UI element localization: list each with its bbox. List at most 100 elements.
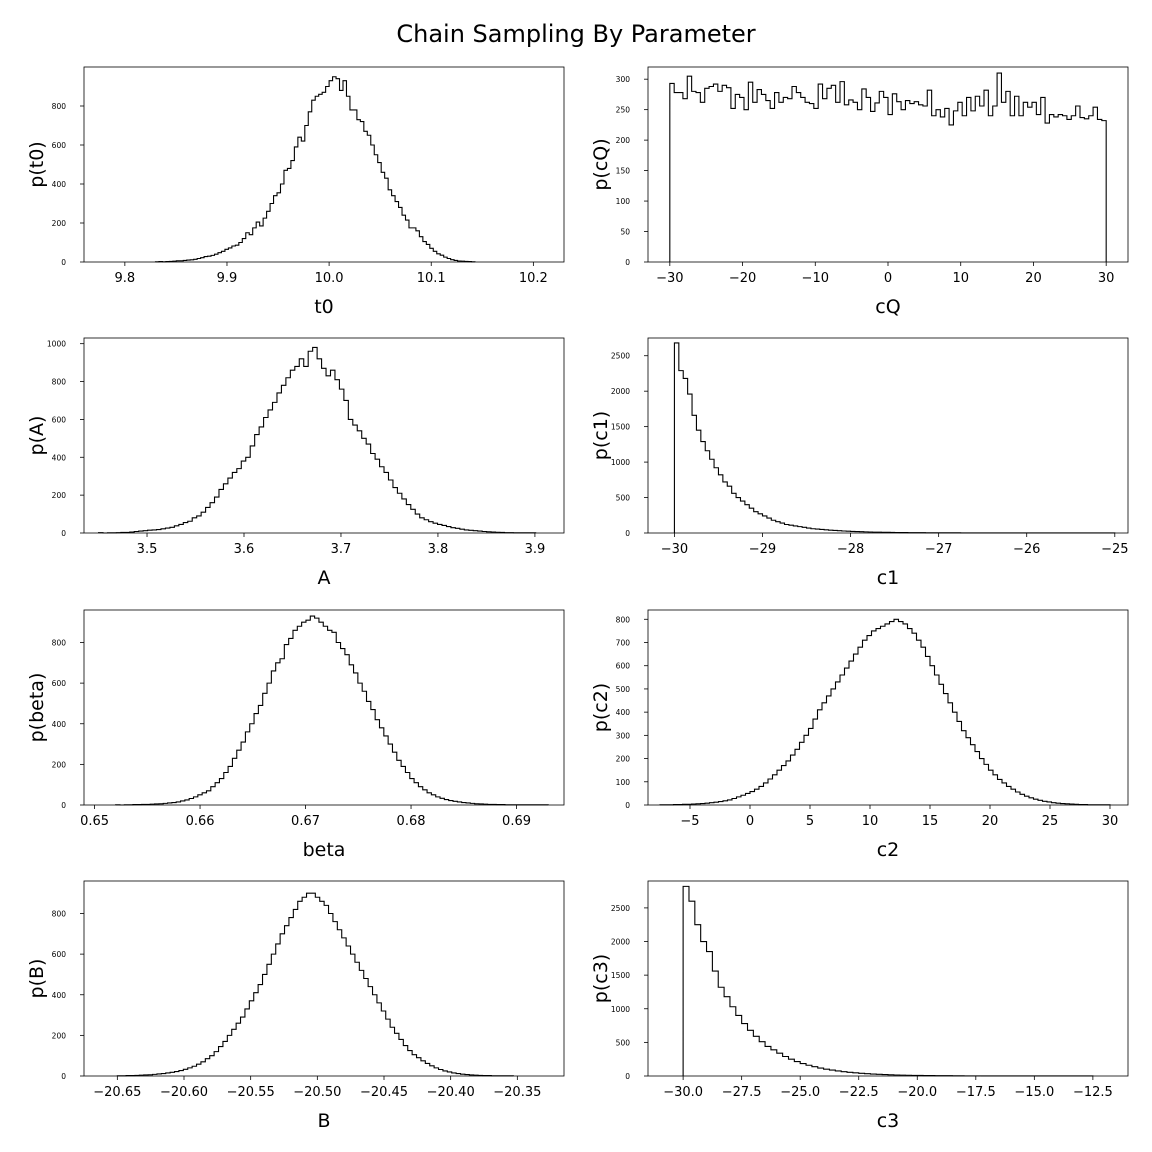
y-tick-label: 200 <box>52 491 67 500</box>
y-tick-label: 1500 <box>611 971 630 980</box>
x-tick-label: 25 <box>1042 814 1059 829</box>
y-axis-label: p(c3) <box>590 954 612 1003</box>
y-tick-label: 300 <box>616 731 631 740</box>
x-tick-label: −26 <box>1013 542 1040 557</box>
y-tick-label: 200 <box>52 760 67 769</box>
x-tick-label: −25 <box>1101 542 1128 557</box>
x-tick-label: −30 <box>661 542 688 557</box>
x-axis-label: c1 <box>877 567 900 589</box>
panel-c1: −30 −29 −28 −27 −26 −25 0 500 1000 1500 2000 2500 c1… <box>590 337 1129 589</box>
y-tick-label: 2500 <box>611 352 630 361</box>
x-tick-label: −27 <box>925 542 952 557</box>
histogram-cQ <box>669 72 1107 262</box>
x-tick-label: −22.5 <box>839 1085 879 1100</box>
x-axis-label: cQ <box>875 296 900 318</box>
y-tick-label: 600 <box>52 415 67 424</box>
y-tick-label: 100 <box>616 197 631 206</box>
y-tick-label: 0 <box>61 1072 66 1081</box>
y-tick-label: 400 <box>52 453 67 462</box>
y-tick-label: 500 <box>616 685 631 694</box>
panel-c3: −30.0 −27.5 −25.0 −22.5 −20.0 −17.5 −15.0 −12.5… <box>590 880 1129 1132</box>
histogram-A <box>98 346 537 534</box>
x-tick-label: 20 <box>1025 271 1042 286</box>
y-tick-label: 400 <box>52 720 67 729</box>
y-tick-label: 0 <box>61 529 66 538</box>
y-tick-label: 800 <box>52 378 67 387</box>
y-tick-label: 800 <box>52 639 67 648</box>
x-tick-label: 10.2 <box>519 271 548 286</box>
y-axis-label: p(A) <box>26 416 48 456</box>
y-tick-label: 800 <box>52 102 67 111</box>
y-axis-label: p(c2) <box>590 683 612 732</box>
x-tick-label: −17.5 <box>956 1085 996 1100</box>
x-tick-label: 9.8 <box>115 271 136 286</box>
y-tick-label: 150 <box>616 167 631 176</box>
x-tick-label: 0.69 <box>502 814 531 829</box>
x-tick-label: −20.40 <box>427 1085 475 1100</box>
histogram-c2 <box>659 618 1111 806</box>
y-tick-label: 800 <box>616 615 631 624</box>
x-tick-label: −29 <box>749 542 776 557</box>
panel-c2: −5 0 5 10 15 20 25 300100200300400500600700800c… <box>590 609 1129 861</box>
y-tick-label: 1000 <box>611 458 630 467</box>
x-tick-label: −20.55 <box>227 1085 275 1100</box>
axes-frame-t0 <box>83 66 565 263</box>
x-tick-label: 3.7 <box>331 542 352 557</box>
panel-A: 3.5 3.6 3.7 3.8 3.9 0 200 400 600 800 1000 Ap(A) <box>26 337 565 589</box>
histogram-B <box>116 892 514 1077</box>
x-tick-label: 9.9 <box>217 271 238 286</box>
x-tick-label: 30 <box>1098 271 1115 286</box>
x-axis-label: beta <box>303 839 346 861</box>
y-tick-label: 200 <box>616 136 631 145</box>
x-tick-label: −20.45 <box>360 1085 408 1100</box>
x-tick-label: −20.35 <box>493 1085 541 1100</box>
y-tick-label: 600 <box>52 950 67 959</box>
y-tick-label: 1000 <box>611 1005 630 1014</box>
y-tick-label: 700 <box>616 639 631 648</box>
x-axis-label: c3 <box>877 1110 900 1132</box>
y-tick-label: 2000 <box>611 387 630 396</box>
y-tick-label: 1500 <box>611 423 630 432</box>
x-tick-label: 0 <box>746 814 754 829</box>
y-axis-label: p(cQ) <box>590 138 612 190</box>
x-tick-label: 5 <box>806 814 814 829</box>
histogram-t0 <box>154 76 476 263</box>
y-tick-label: 400 <box>616 708 631 717</box>
y-tick-label: 800 <box>52 910 67 919</box>
axes-frame-B <box>83 880 565 1077</box>
x-tick-label: 0.68 <box>397 814 426 829</box>
x-tick-label: 10 <box>862 814 879 829</box>
y-tick-label: 0 <box>625 1072 630 1081</box>
y-axis-label: p(c1) <box>590 411 612 460</box>
y-tick-label: 1000 <box>47 340 66 349</box>
x-tick-label: 3.8 <box>428 542 449 557</box>
y-tick-label: 300 <box>616 75 631 84</box>
y-tick-label: 50 <box>620 228 630 237</box>
x-tick-label: −30 <box>656 271 683 286</box>
y-tick-label: 200 <box>52 1031 67 1040</box>
y-tick-label: 600 <box>52 679 67 688</box>
y-tick-label: 400 <box>52 180 67 189</box>
y-axis-label: p(t0) <box>26 141 48 187</box>
y-tick-label: 0 <box>625 258 630 267</box>
panel-t0: 9.8 9.9 10.0 10.1 10.2 0 200 400 600 800 t0 p(t0) <box>26 66 565 318</box>
x-tick-label: −20.60 <box>160 1085 208 1100</box>
x-tick-label: −10 <box>802 271 829 286</box>
y-tick-label: 600 <box>52 141 67 150</box>
x-tick-label: 10.1 <box>417 271 446 286</box>
y-tick-label: 400 <box>52 991 67 1000</box>
x-tick-label: −27.5 <box>722 1085 762 1100</box>
axes-frame-c3 <box>647 880 1129 1077</box>
axes-frame-c2 <box>647 609 1129 806</box>
x-tick-label: −20.50 <box>293 1085 341 1100</box>
y-tick-label: 600 <box>616 662 631 671</box>
x-tick-label: 3.9 <box>525 542 546 557</box>
x-tick-label: −20.65 <box>93 1085 141 1100</box>
x-tick-label: −20.0 <box>897 1085 937 1100</box>
x-tick-label: −5 <box>680 814 699 829</box>
figure-title: Chain Sampling By Parameter <box>396 20 755 48</box>
x-tick-label: 0.66 <box>186 814 215 829</box>
y-tick-label: 250 <box>616 106 631 115</box>
